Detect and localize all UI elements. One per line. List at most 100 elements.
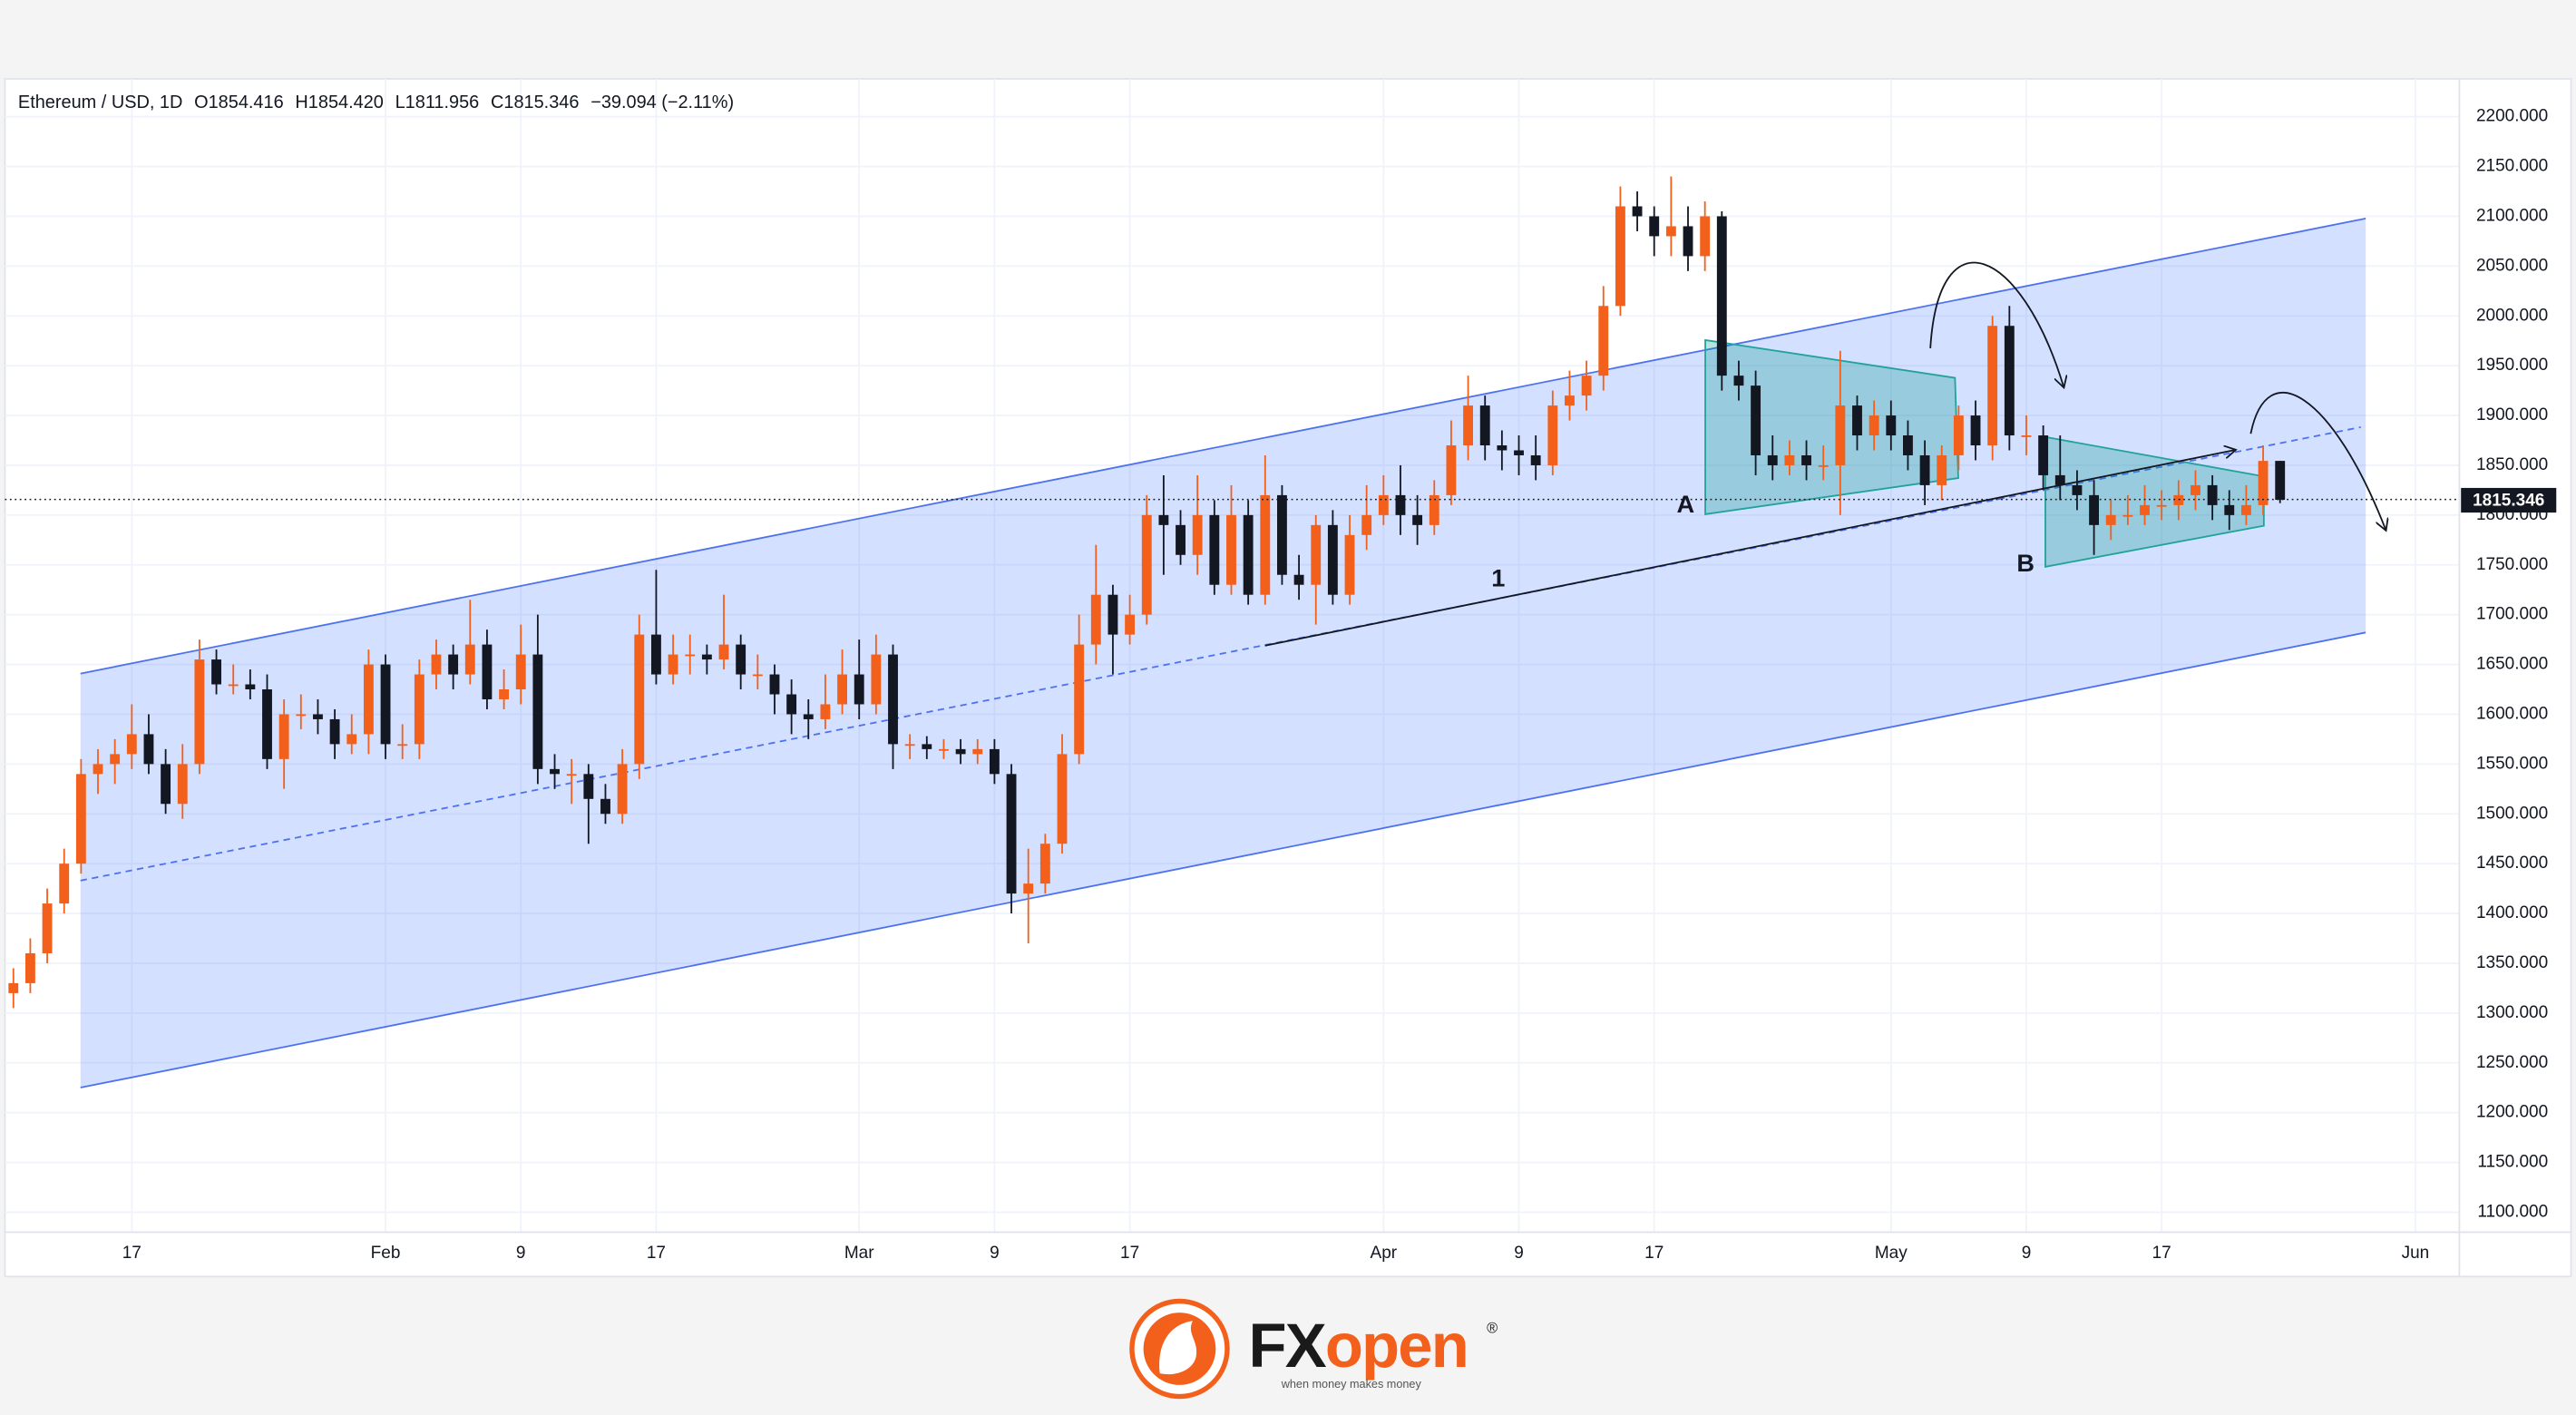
candle-body xyxy=(1919,454,1930,485)
candle-body xyxy=(397,744,408,747)
candle-body xyxy=(668,654,678,675)
candle-body xyxy=(955,748,966,755)
y-tick-label: 1600.000 xyxy=(2476,704,2548,723)
candle-body xyxy=(634,634,645,765)
registered: ® xyxy=(1487,1321,1498,1337)
candle-body xyxy=(2173,494,2184,505)
candle-body xyxy=(313,714,323,719)
candle-body xyxy=(1683,226,1693,257)
candle-body xyxy=(532,654,543,769)
candle-body xyxy=(346,734,357,745)
curved-arrow xyxy=(1929,261,2064,386)
candle-body xyxy=(1700,216,1711,257)
candle-body xyxy=(110,754,121,765)
y-tick-label: 1250.000 xyxy=(2476,1053,2548,1072)
candle-body xyxy=(1801,454,1811,465)
candle-body xyxy=(1158,514,1169,525)
x-tick-label: Feb xyxy=(371,1244,401,1263)
candle-body xyxy=(1497,444,1508,451)
candle-body xyxy=(685,654,696,657)
y-tick-label: 1850.000 xyxy=(2476,455,2548,474)
candle-body xyxy=(1953,415,1964,455)
candle-body xyxy=(245,684,256,690)
y-tick-label: 1950.000 xyxy=(2476,356,2548,375)
candle-body xyxy=(1665,226,1676,237)
candle-body xyxy=(194,659,205,765)
x-tick-label: Jun xyxy=(2402,1244,2430,1263)
candle-body xyxy=(1970,415,1981,445)
candle-body xyxy=(1869,415,1879,436)
candle-body xyxy=(1463,405,1474,445)
candle-body xyxy=(262,689,272,759)
candle-body xyxy=(1209,514,1220,585)
x-tick-label: Apr xyxy=(1371,1244,1398,1263)
candle-body xyxy=(1598,306,1609,376)
symbol: Ethereum / USD, 1D xyxy=(18,93,182,112)
candle-body xyxy=(972,748,983,755)
candle-body xyxy=(2224,504,2235,515)
candle-body xyxy=(414,674,424,745)
candle-body xyxy=(2021,435,2032,437)
candle-body xyxy=(2207,484,2218,505)
candle-body xyxy=(8,982,19,993)
candle-body xyxy=(1632,206,1643,217)
candle-body xyxy=(1023,883,1034,894)
curved-arrow xyxy=(2249,392,2386,529)
x-tick-label: 9 xyxy=(990,1244,1000,1263)
candle-body xyxy=(1344,534,1355,595)
y-tick-label: 1450.000 xyxy=(2476,854,2548,873)
brand-open: open xyxy=(1325,1311,1468,1381)
candle-body xyxy=(2038,435,2049,475)
x-tick-label: 17 xyxy=(122,1244,141,1263)
x-tick-label: 17 xyxy=(1120,1244,1139,1263)
candle-body xyxy=(329,718,340,745)
x-tick-label: 9 xyxy=(2022,1244,2032,1263)
candle-body xyxy=(1649,216,1660,237)
candle-body xyxy=(904,744,915,747)
change-value: −39.094 (−2.11%) xyxy=(590,93,734,112)
chart-panel xyxy=(4,78,2572,1278)
open-value: O1854.416 xyxy=(194,93,284,112)
channel-mid xyxy=(80,426,2361,882)
candle-body xyxy=(1751,385,1761,455)
y-tick-label: 1300.000 xyxy=(2476,1003,2548,1022)
candle-body xyxy=(464,644,475,675)
channel-upper xyxy=(80,218,2366,675)
candle-body xyxy=(2054,474,2065,485)
grid xyxy=(5,78,2460,1233)
candle-body xyxy=(1886,415,1897,436)
candle-body xyxy=(1260,494,1271,595)
candle-body xyxy=(278,714,289,759)
candle-body xyxy=(566,774,577,776)
candle-body xyxy=(143,734,154,765)
candle-body xyxy=(1615,206,1625,307)
candle-body xyxy=(2191,484,2200,495)
candle-body xyxy=(1818,464,1829,467)
candle-body xyxy=(1767,454,1778,465)
candle-body xyxy=(1514,450,1524,455)
candle-body xyxy=(1327,524,1338,595)
y-tick-label: 2050.000 xyxy=(2476,256,2548,275)
brand: FXopen xyxy=(1249,1311,1468,1381)
candle-body xyxy=(2072,484,2083,495)
candle-body xyxy=(177,764,188,805)
y-tick-label: 2100.000 xyxy=(2476,206,2548,225)
annotation: B xyxy=(2016,549,2034,577)
candle-body xyxy=(888,654,898,745)
candle-body xyxy=(161,764,171,805)
candle-body xyxy=(93,764,103,775)
candle-body xyxy=(617,764,628,815)
high-value: H1854.420 xyxy=(295,93,383,112)
candle-body xyxy=(736,644,746,675)
candle-body xyxy=(1733,376,1744,386)
candle-body xyxy=(380,664,391,745)
candle-body xyxy=(75,774,86,864)
candle-body xyxy=(1074,644,1085,755)
channel-lower xyxy=(80,631,2366,1088)
candle-body xyxy=(837,674,847,705)
x-tick-label: 17 xyxy=(1644,1244,1664,1263)
candle-body xyxy=(24,952,35,983)
candle-body xyxy=(1057,754,1068,844)
candle-body xyxy=(1716,216,1727,376)
candle-body xyxy=(1429,494,1439,525)
